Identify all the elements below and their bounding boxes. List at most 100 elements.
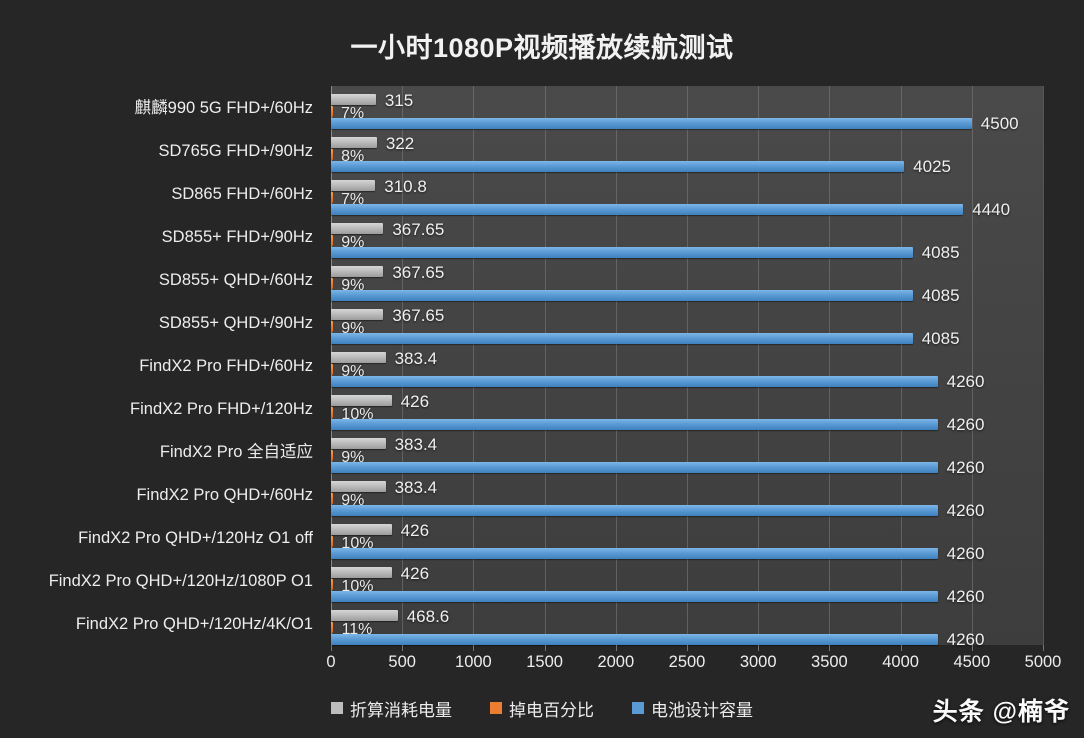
gridline-500 — [402, 86, 404, 645]
bar-row: 426 10% 4260 — [331, 387, 1043, 433]
bar-gray-consumed-power — [331, 93, 376, 105]
x-axis-tick-label: 5000 — [1024, 653, 1062, 671]
bar-row: 367.65 9% 4085 — [331, 215, 1043, 261]
bar-gray-consumed-power — [331, 609, 398, 621]
bar-gray-consumed-power — [331, 136, 377, 148]
data-label-consumed-power: 322 — [385, 133, 415, 153]
data-label-drain-percent: 11% — [341, 620, 373, 638]
x-tick-mark — [1043, 645, 1044, 651]
bar-orange-drain-percent — [331, 492, 333, 504]
data-label-drain-percent: 7% — [340, 190, 365, 208]
bar-row: 315 7% 4500 — [331, 86, 1043, 133]
bar-blue-battery-capacity — [331, 160, 905, 172]
gridline-1500 — [544, 86, 546, 645]
data-label-consumed-power: 383.4 — [394, 477, 438, 497]
bar-gray-consumed-power — [331, 222, 384, 234]
bar-orange-drain-percent — [331, 621, 333, 633]
data-label-battery-capacity: 4260 — [946, 371, 985, 391]
bar-row: 383.4 9% 4260 — [331, 430, 1043, 477]
data-label-drain-percent: 10% — [341, 577, 374, 595]
bar-orange-drain-percent — [331, 449, 333, 461]
bar-gray-consumed-power — [331, 523, 392, 535]
bar-orange-drain-percent — [331, 535, 333, 547]
bar-row: 383.4 9% 4260 — [331, 473, 1043, 520]
y-axis-label: FindX2 Pro QHD+/120Hz/1080P O1 — [48, 571, 313, 590]
data-label-consumed-power: 383.4 — [394, 348, 438, 368]
bar-blue-battery-capacity — [331, 418, 938, 430]
data-label-battery-capacity: 4260 — [946, 457, 985, 477]
x-tick-mark — [900, 645, 902, 651]
gridline-4500 — [971, 86, 973, 645]
bar-blue-battery-capacity — [331, 633, 938, 645]
y-axis-label: FindX2 Pro QHD+/120Hz O1 off — [78, 528, 313, 547]
x-axis-tick-label: 1500 — [526, 653, 563, 671]
plot-area: 315 7% 4500 322 8% 4025 310.8 7% 4440 367.65 9% 408… — [331, 86, 1044, 648]
bar-orange-drain-percent — [331, 105, 333, 117]
legend-item[interactable]: 折算消耗电量 — [331, 696, 452, 721]
bar-orange-drain-percent — [331, 363, 333, 375]
data-label-consumed-power: 426 — [400, 520, 430, 540]
legend-item[interactable]: 掉电百分比 — [490, 696, 594, 721]
data-label-battery-capacity: 4260 — [946, 500, 985, 520]
x-axis-tick-label: 4500 — [953, 653, 991, 671]
x-tick-mark — [758, 645, 760, 651]
data-label-consumed-power: 383.4 — [394, 434, 438, 454]
data-label-battery-capacity: 4085 — [921, 328, 960, 348]
bar-orange-drain-percent — [331, 320, 333, 332]
gridline-3000 — [758, 86, 760, 645]
x-axis-tick-label: 0 — [326, 653, 336, 671]
data-label-drain-percent: 9% — [341, 319, 365, 337]
y-axis-label: FindX2 Pro QHD+/60Hz — [136, 485, 313, 504]
x-tick-mark — [331, 645, 332, 651]
chart-title: 一小时1080P视频播放续航测试 — [350, 33, 734, 63]
x-tick-mark — [402, 645, 404, 651]
bar-row: 426 10% 4260 — [331, 516, 1043, 562]
data-label-drain-percent: 9% — [341, 362, 365, 380]
bar-blue-battery-capacity — [331, 289, 913, 301]
legend-swatch-icon — [331, 702, 343, 714]
data-label-battery-capacity: 4500 — [980, 113, 1019, 133]
x-axis-tick-label: 2000 — [597, 653, 635, 671]
data-label-consumed-power: 367.65 — [392, 262, 445, 282]
x-axis-tick-label: 1000 — [455, 653, 492, 671]
legend-label: 折算消耗电量 — [350, 700, 452, 720]
y-axis-label: SD865 FHD+/60Hz — [171, 184, 313, 203]
x-tick-mark — [687, 645, 688, 651]
y-axis-label: FindX2 Pro 全自适应 — [159, 442, 313, 461]
bar-blue-battery-capacity — [331, 504, 938, 516]
bar-blue-battery-capacity — [331, 547, 938, 559]
bar-orange-drain-percent — [331, 148, 333, 160]
bar-orange-drain-percent — [331, 277, 333, 289]
x-tick-mark — [473, 645, 475, 651]
data-label-consumed-power: 310.8 — [384, 176, 427, 196]
bar-blue-battery-capacity — [331, 117, 972, 129]
bar-row: 383.4 9% 4260 — [331, 344, 1043, 391]
y-axis-label: SD855+ QHD+/90Hz — [158, 313, 313, 332]
data-label-consumed-power: 468.6 — [406, 606, 450, 626]
x-tick-mark — [971, 645, 973, 651]
data-label-consumed-power: 367.65 — [392, 219, 445, 239]
gridline-2500 — [687, 86, 688, 645]
data-label-drain-percent: 7% — [340, 104, 365, 122]
bar-blue-battery-capacity — [331, 461, 938, 473]
data-label-battery-capacity: 4025 — [913, 156, 951, 176]
bar-blue-battery-capacity — [331, 590, 938, 602]
data-label-drain-percent: 10% — [341, 534, 374, 552]
y-axis-label: SD855+ QHD+/60Hz — [158, 270, 313, 289]
y-axis-label: SD765G FHD+/90Hz — [158, 141, 313, 160]
data-label-battery-capacity: 4260 — [946, 586, 985, 606]
gridline-4000 — [900, 86, 902, 645]
bar-blue-battery-capacity — [331, 375, 938, 387]
bar-row: 367.65 9% 4085 — [331, 301, 1043, 348]
y-axis-label: FindX2 Pro FHD+/60Hz — [139, 356, 313, 375]
bar-gray-consumed-power — [331, 179, 376, 191]
y-axis-label: FindX2 Pro QHD+/120Hz/4K/O1 — [75, 614, 313, 633]
x-axis-tick-label: 500 — [388, 653, 416, 671]
bar-gray-consumed-power — [331, 566, 392, 578]
legend-label: 掉电百分比 — [509, 700, 594, 720]
bar-gray-consumed-power — [331, 265, 384, 277]
y-axis-label: FindX2 Pro FHD+/120Hz — [130, 399, 313, 418]
watermark: 头条 @楠爷 — [932, 698, 1070, 726]
x-tick-mark — [615, 645, 617, 651]
legend-item[interactable]: 电池设计容量 — [632, 696, 753, 721]
